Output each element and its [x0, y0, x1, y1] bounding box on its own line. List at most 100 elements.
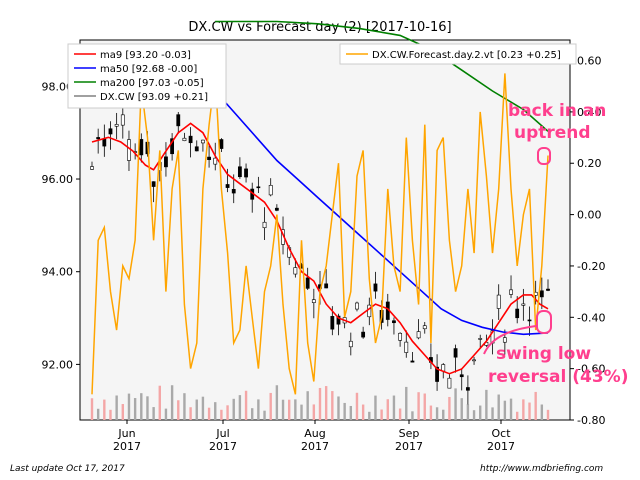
candle-body	[201, 139, 205, 144]
volume-bar	[257, 399, 260, 420]
volume-bar	[306, 391, 309, 420]
candle-body	[410, 360, 415, 363]
candle-body	[472, 359, 476, 362]
candle-body	[108, 128, 113, 135]
candle-body	[336, 315, 341, 325]
volume-bar	[220, 409, 223, 420]
volume-bar	[497, 394, 500, 420]
candle-body	[416, 331, 421, 339]
candle-body	[188, 135, 193, 144]
volume-bar	[472, 410, 476, 420]
x-tick-year: 2017	[209, 440, 237, 453]
candle-body	[311, 299, 316, 303]
volume-bar	[374, 395, 377, 420]
candle-body	[225, 184, 230, 188]
volume-bar	[318, 387, 322, 420]
x-tick-year: 2017	[395, 440, 423, 453]
volume-bar	[540, 404, 544, 420]
candle-body	[170, 138, 175, 155]
volume-bar	[485, 389, 488, 420]
candle-body	[262, 221, 267, 229]
volume-bar	[238, 395, 242, 420]
y-right-tick-label: -0.60	[577, 363, 605, 376]
volume-bar	[386, 399, 389, 420]
candle-body	[521, 303, 526, 306]
candle-body	[120, 114, 125, 126]
candle-body	[539, 290, 544, 298]
forecast-line	[91, 73, 549, 395]
volume-bar	[423, 393, 426, 420]
volume-bar	[300, 404, 303, 420]
annotation-swing-low-marker	[536, 310, 552, 334]
footer-url: http://www.mdbriefing.com	[480, 464, 603, 474]
volume-bar	[244, 390, 248, 420]
candle-body	[435, 366, 439, 382]
y-right-tick-label: -0.80	[577, 414, 605, 427]
x-tick-label: Sep	[399, 427, 420, 440]
volume-bar	[115, 395, 118, 420]
candle-body	[96, 137, 101, 140]
y-right-tick-label: 0.20	[577, 157, 602, 170]
y-left-tick-label: 96.00	[42, 173, 74, 186]
volume-bar	[207, 407, 211, 420]
y-right-tick-label: 0.60	[577, 55, 602, 68]
x-tick-label: Jul	[215, 427, 229, 440]
candle-body	[139, 139, 144, 156]
candle-body	[515, 308, 520, 319]
volume-bar	[281, 399, 285, 420]
volume-bar	[398, 408, 402, 420]
volume-bar	[232, 398, 235, 420]
legend-label-dxcw: DX.CW [93.09 +0.21]	[100, 92, 208, 103]
y-left-tick-label: 94.00	[42, 266, 74, 279]
volume-bar	[429, 405, 433, 420]
legend-right-box	[339, 43, 577, 65]
volume-bar	[183, 393, 186, 420]
candle-body	[422, 325, 427, 330]
volume-bar	[195, 399, 198, 420]
candle-body	[367, 304, 372, 318]
series-lines	[91, 20, 549, 395]
candle-body	[268, 185, 273, 196]
candle-body	[398, 332, 403, 341]
candle-body	[324, 283, 329, 289]
volume-bars	[90, 385, 550, 420]
volume-bar	[109, 409, 112, 420]
volume-bar	[491, 407, 494, 420]
volume-bar	[251, 408, 254, 420]
volume-bar	[158, 385, 161, 420]
volume-bar	[96, 408, 100, 420]
x-tick-label: Oct	[491, 427, 511, 440]
y-right-tick-label: -0.20	[577, 260, 605, 273]
volume-bar	[337, 396, 340, 420]
chart-title: DX.CW vs Forecast day (2) [2017-10-16]	[188, 20, 451, 35]
volume-bar	[226, 405, 229, 420]
volume-bar	[361, 404, 365, 420]
volume-bar	[269, 392, 272, 420]
volume-bar	[201, 396, 205, 420]
volume-bar	[435, 407, 439, 420]
volume-bar	[349, 405, 353, 420]
volume-bar	[287, 399, 291, 420]
candle-body	[447, 377, 452, 389]
candle-body	[355, 302, 359, 310]
volume-bar	[522, 399, 525, 420]
volume-bar	[146, 396, 149, 420]
y-axis-left: 92.00 94.00 96.00 98.00	[42, 80, 80, 371]
volume-bar	[189, 407, 192, 420]
annotation-uptrend-marker	[537, 147, 551, 165]
x-tick-year: 2017	[113, 440, 141, 453]
volume-bar	[503, 400, 507, 420]
legend-label-forecast: DX.CW.Forecast.day.2.vt [0.23 +0.25]	[372, 50, 561, 61]
volume-bar	[405, 386, 408, 420]
volume-bar	[509, 398, 513, 420]
candle-body	[102, 138, 107, 147]
candle-body	[502, 337, 507, 343]
candle-body	[509, 289, 513, 295]
volume-bar	[90, 398, 94, 420]
x-tick-label: Aug	[304, 427, 325, 440]
volume-bar	[331, 391, 334, 420]
candle-body	[90, 166, 94, 170]
candle-body	[453, 348, 458, 358]
